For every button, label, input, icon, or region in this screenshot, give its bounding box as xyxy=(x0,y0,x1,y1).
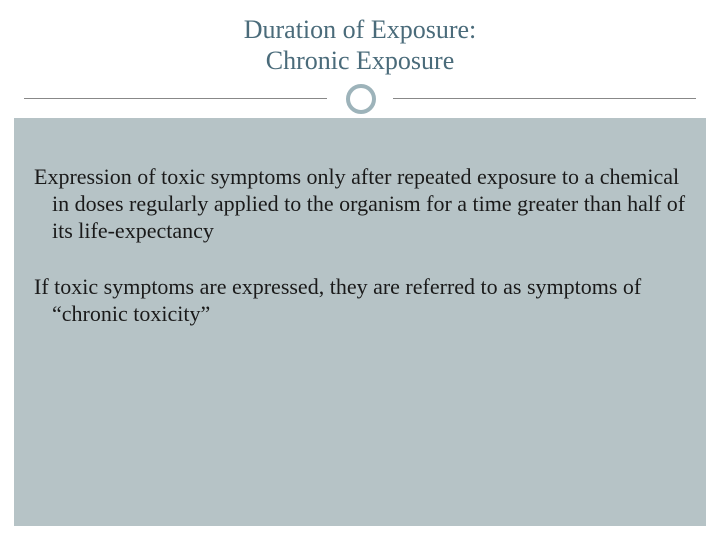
title-line-1: Duration of Exposure: xyxy=(0,14,720,45)
slide: Duration of Exposure: Chronic Exposure E… xyxy=(0,0,720,540)
title-line-2: Chronic Exposure xyxy=(0,45,720,76)
body-area: Expression of toxic symptoms only after … xyxy=(14,118,706,526)
divider-line-right xyxy=(393,98,696,99)
divider-circle-icon xyxy=(346,84,376,114)
title-area: Duration of Exposure: Chronic Exposure xyxy=(0,0,720,86)
divider-line-left xyxy=(24,98,327,99)
body-paragraph: Expression of toxic symptoms only after … xyxy=(52,164,686,244)
body-paragraph: If toxic symptoms are expressed, they ar… xyxy=(52,274,686,328)
